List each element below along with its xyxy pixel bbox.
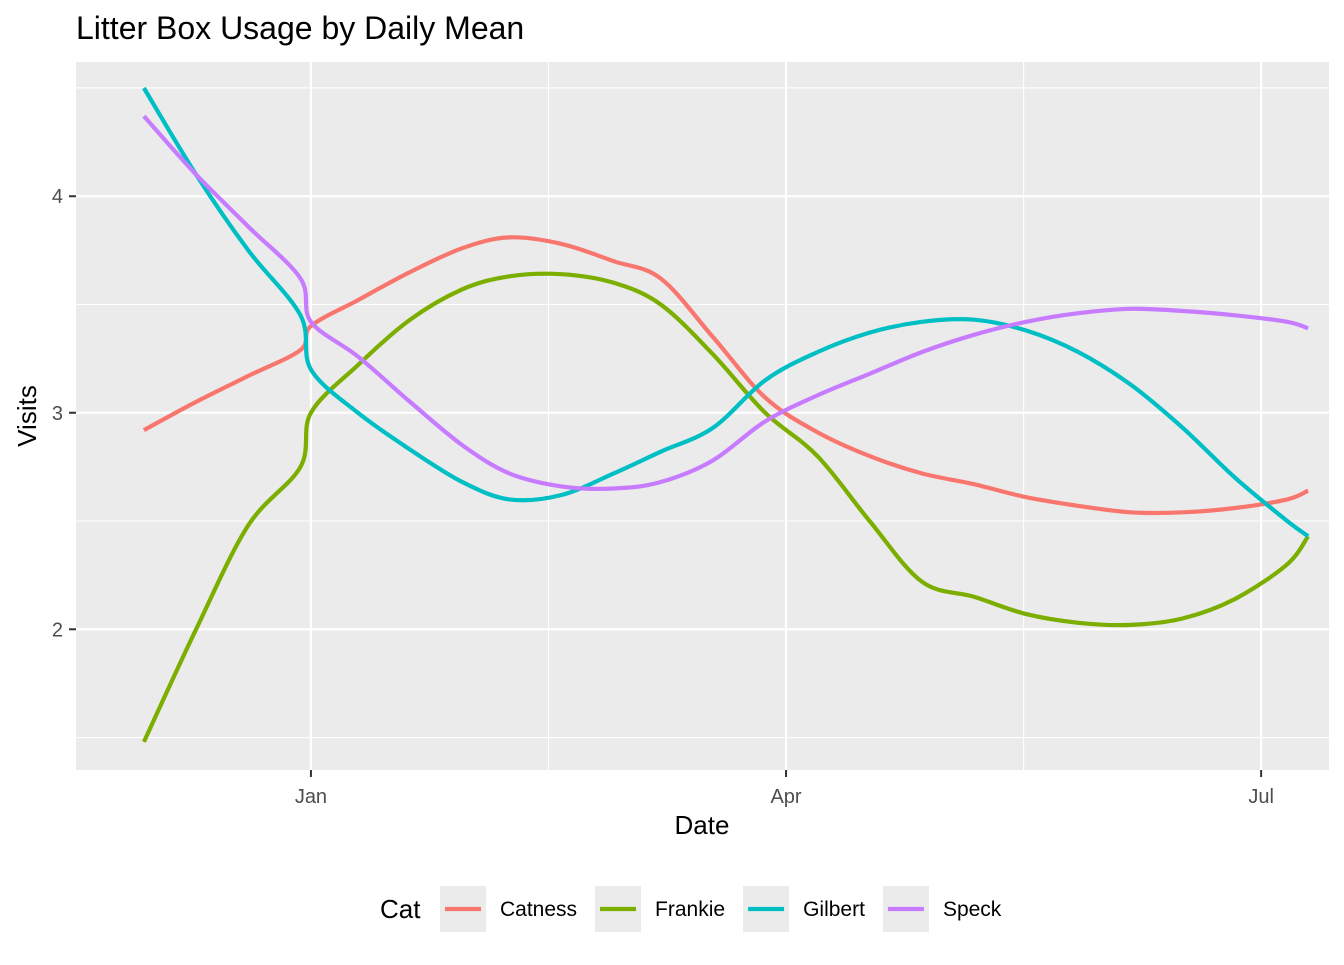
x-tick-label: Jul (1248, 786, 1274, 808)
series-line-catness (142, 235, 1309, 516)
legend-items: Catness Frankie Gilbert Speck (440, 886, 1002, 932)
legend: Cat Catness Frankie Gilbert Speck (380, 886, 1002, 932)
legend-item-catness: Catness (440, 886, 577, 932)
series-line-speck (142, 114, 1309, 491)
legend-label-speck: Speck (943, 898, 1002, 921)
grid-minor (76, 62, 1329, 770)
x-axis-title: Date (675, 810, 730, 840)
y-tick-label: 2 (52, 619, 63, 641)
y-axis-title: Visits (12, 385, 42, 447)
chart-title: Litter Box Usage by Daily Mean (76, 10, 524, 46)
legend-item-frankie: Frankie (595, 886, 725, 932)
legend-label-catness: Catness (500, 898, 577, 921)
legend-item-speck: Speck (882, 886, 1002, 932)
series-line-frankie (141, 271, 1310, 743)
x-tick-label: Apr (770, 786, 801, 808)
y-tick-label: 3 (52, 403, 63, 425)
x-axis: Jan Apr Jul (295, 770, 1274, 808)
grid-major (76, 62, 1329, 770)
legend-label-gilbert: Gilbert (803, 898, 865, 921)
legend-title: Cat (380, 894, 421, 924)
series-line-gilbert (142, 86, 1310, 538)
series-layer (141, 86, 1310, 743)
legend-item-gilbert: Gilbert (743, 886, 865, 932)
plot-panel (76, 62, 1329, 770)
y-tick-label: 4 (52, 186, 63, 208)
x-tick-label: Jan (295, 786, 327, 808)
legend-label-frankie: Frankie (655, 898, 725, 921)
y-axis: 2 3 4 (52, 186, 76, 641)
